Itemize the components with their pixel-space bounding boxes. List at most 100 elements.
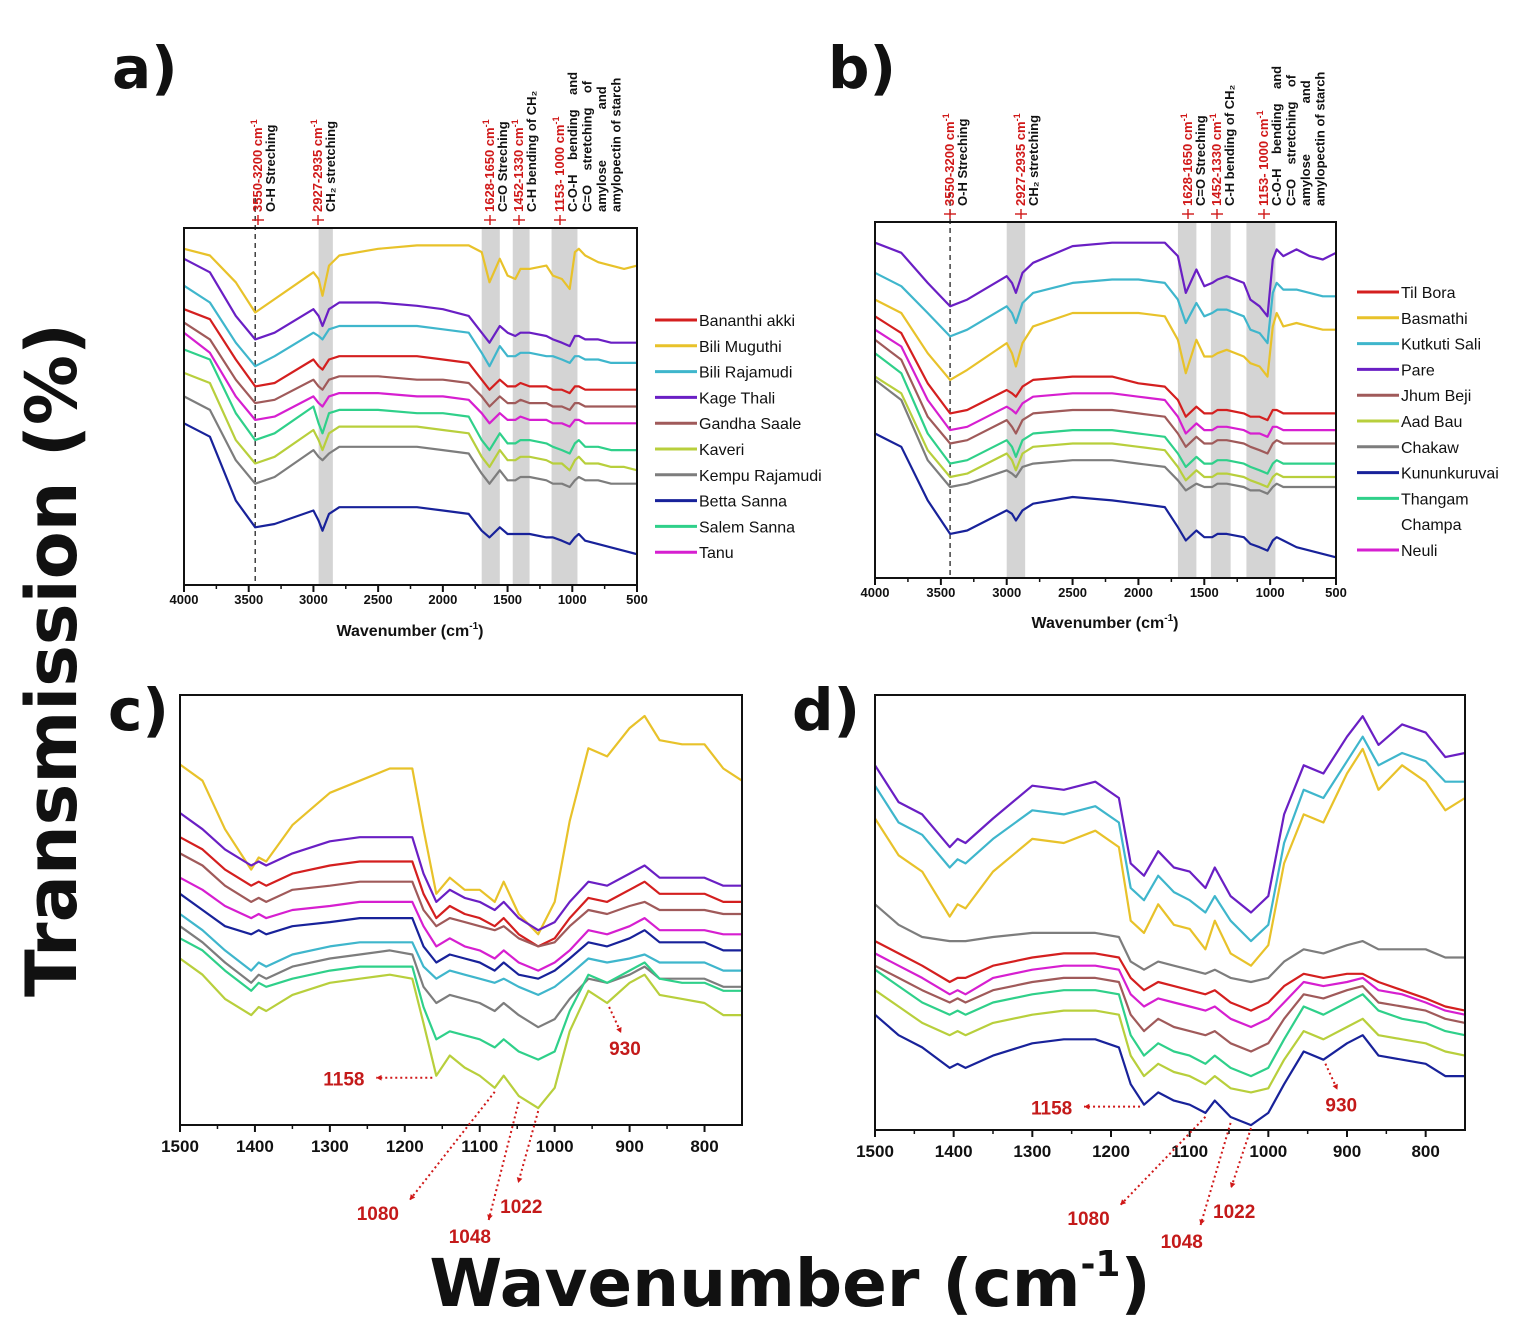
annotation-range: 3550-3200 cm-1	[249, 119, 265, 212]
annotation-description: C=O Streching	[495, 121, 510, 212]
legend-label: Aad Bau	[1401, 414, 1462, 431]
legend-label: Jhum Beji	[1401, 388, 1471, 405]
peak-arrow-1080-head	[1120, 1199, 1127, 1205]
x-axis-title-close: )	[1120, 1245, 1150, 1322]
band-annotation: 3550-3200 cm-1O-H Streching	[249, 119, 278, 225]
peak-arrow-1080-head	[409, 1194, 416, 1200]
x-tick-label: 2000	[1124, 585, 1153, 600]
x-tick-label: 3000	[992, 585, 1021, 600]
legend-item: Salem Sanna	[655, 519, 795, 536]
series-line-pare	[874, 715, 1466, 914]
band-annotation: 2927-2935 cm-1 CH₂ stretching	[1012, 113, 1041, 219]
peak-arrow-1022-head	[1229, 1182, 1236, 1188]
x-tick-label: 3500	[234, 592, 263, 607]
annotation-description: amylopectin of starch	[1313, 72, 1328, 206]
legend-item: Basmathi	[1357, 311, 1468, 328]
x-tick-label: 1500	[493, 592, 522, 607]
series-line-gandha-saale	[183, 321, 637, 411]
peak-label-1048: 1048	[1161, 1232, 1203, 1253]
band-annotation: 1628-1650 cm-1 C=O Streching	[1179, 113, 1208, 219]
band-annotation: 1452-1330 cm-1 C-H bending of CH₂	[510, 90, 539, 225]
annotation-description: O-H Streching	[263, 125, 278, 212]
peak-label-1158: 1158	[323, 1070, 364, 1091]
series-line-basmathi	[874, 747, 1466, 967]
legend-label: Chakaw	[1401, 440, 1459, 457]
series-line-jhum-beji	[874, 964, 1466, 1053]
plot-frame	[179, 694, 743, 1126]
legend-item: Betta Sanna	[655, 494, 787, 511]
legend-item: Bili Rajamudi	[655, 365, 792, 382]
legend-item: Pare	[1357, 362, 1435, 379]
legend-item: Thangam Champa	[1357, 491, 1469, 534]
series-line-bili-muguthi	[183, 244, 638, 314]
annotation-description: C=O stretching of	[580, 80, 595, 212]
peak-label-1080: 1080	[357, 1204, 399, 1225]
panel-d-fingerprint-region: 1500 1400 1300 1200 1100 1000 900 800 1158 1080 10…	[856, 694, 1466, 1253]
peak-label-930: 930	[1325, 1096, 1357, 1117]
series-line-tanu	[179, 876, 742, 972]
annotation-description: C-H bending of CH₂	[1222, 84, 1237, 206]
panel-x-axis-title: Wavenumber (cm-1)	[336, 621, 483, 640]
legend-label: Kempu Rajamudi	[699, 468, 822, 485]
annotation-range: 2927-2935 cm-1	[1012, 113, 1028, 206]
series-line-bananthi-akki	[179, 836, 742, 948]
peak-arrow-1048	[487, 1101, 520, 1221]
legend-label: Betta Sanna	[699, 494, 787, 511]
x-tick-label: 1100	[1171, 1142, 1208, 1161]
series-line-betta-sanna	[179, 892, 742, 980]
annotation-description: CH₂ stretching	[1026, 115, 1041, 206]
panel-letter-d: d)	[792, 676, 860, 744]
annotation-description: C=O stretching of	[1284, 74, 1299, 206]
series-line-gandha-saale	[179, 852, 742, 948]
band-annotation: 1153- 1000 cm-1 C-O-H bending and C=O stre…	[1255, 66, 1328, 219]
x-tick-label: 1200	[386, 1137, 424, 1156]
series-line-thangam-champa	[874, 968, 1466, 1078]
peak-arrow-1048-head	[1199, 1219, 1205, 1225]
series-line-aad-bau	[874, 375, 1336, 489]
series-line-til-bora	[874, 940, 1466, 1012]
band-annotation: 1153- 1000 cm-1 C-O-H bending and C=O stre…	[551, 72, 624, 225]
x-tick-label: 1000	[1249, 1142, 1287, 1161]
legend-label: Til Bora	[1401, 285, 1456, 302]
legend-label: Salem Sanna	[699, 519, 795, 536]
annotation-range: 1153- 1000 cm-1	[551, 117, 567, 212]
band-annotation: 3550-3200 cm-1O-H Streching	[941, 113, 970, 219]
series-line-kaveri	[179, 957, 742, 1110]
annotation-description: C-H bending of CH₂	[524, 90, 539, 212]
x-tick-label: 1500	[161, 1137, 199, 1156]
x-tick-label: 1300	[1013, 1142, 1051, 1161]
series-line-kununkuruvai	[874, 432, 1337, 559]
band-annotation: 2927-2935 cm-1 CH₂ stretching	[309, 119, 338, 225]
x-tick-label: 500	[626, 592, 648, 607]
series-line-bili-rajamudi	[183, 284, 637, 368]
legend-item: Kutkuti Sali	[1357, 337, 1481, 354]
series-line-neuli	[874, 328, 1336, 438]
panel-c-fingerprint-region: 1500 1400 1300 1200 1100 1000 900 800 1158 1080 10…	[161, 694, 743, 1248]
series-line-basmathi	[874, 298, 1336, 381]
legend-item: Bananthi akki	[655, 313, 795, 330]
legend-item: Jhum Beji	[1357, 388, 1471, 405]
annotation-description: C-O-H bending and	[1269, 66, 1284, 206]
series-line-jhum-beji	[874, 338, 1336, 455]
legend-item: Kempu Rajamudi	[655, 468, 822, 485]
peak-label-1158: 1158	[1031, 1099, 1072, 1120]
series-line-kempu-rajamudi	[179, 925, 742, 1029]
annotation-range: 2927-2935 cm-1	[309, 119, 325, 212]
annotation-range: 1452-1330 cm-1	[510, 119, 526, 212]
legend-label: Kaveri	[699, 442, 744, 459]
peak-label-1048: 1048	[449, 1227, 491, 1248]
series-line-pare	[874, 241, 1337, 318]
y-axis-title: Transmission (%)	[11, 323, 93, 997]
x-tick-label: 3000	[299, 592, 328, 607]
x-tick-label: 800	[1411, 1142, 1439, 1161]
series-line-thangam-champa	[874, 352, 1336, 475]
legend-label: Gandha Saale	[699, 416, 801, 433]
peak-label-1022: 1022	[500, 1197, 542, 1218]
x-axis-title: Wavenumber (cm-1)	[429, 1244, 1150, 1322]
panel-b-full-spectrum: 4000 3500 3000 2500 2000 1500 1000 500 Wavenumbe…	[861, 66, 1499, 632]
legend-item: Kaveri	[655, 442, 744, 459]
peak-label-1022: 1022	[1213, 1202, 1255, 1223]
x-tick-label: 1000	[558, 592, 587, 607]
series-line-kununkuruvai	[874, 1013, 1465, 1127]
